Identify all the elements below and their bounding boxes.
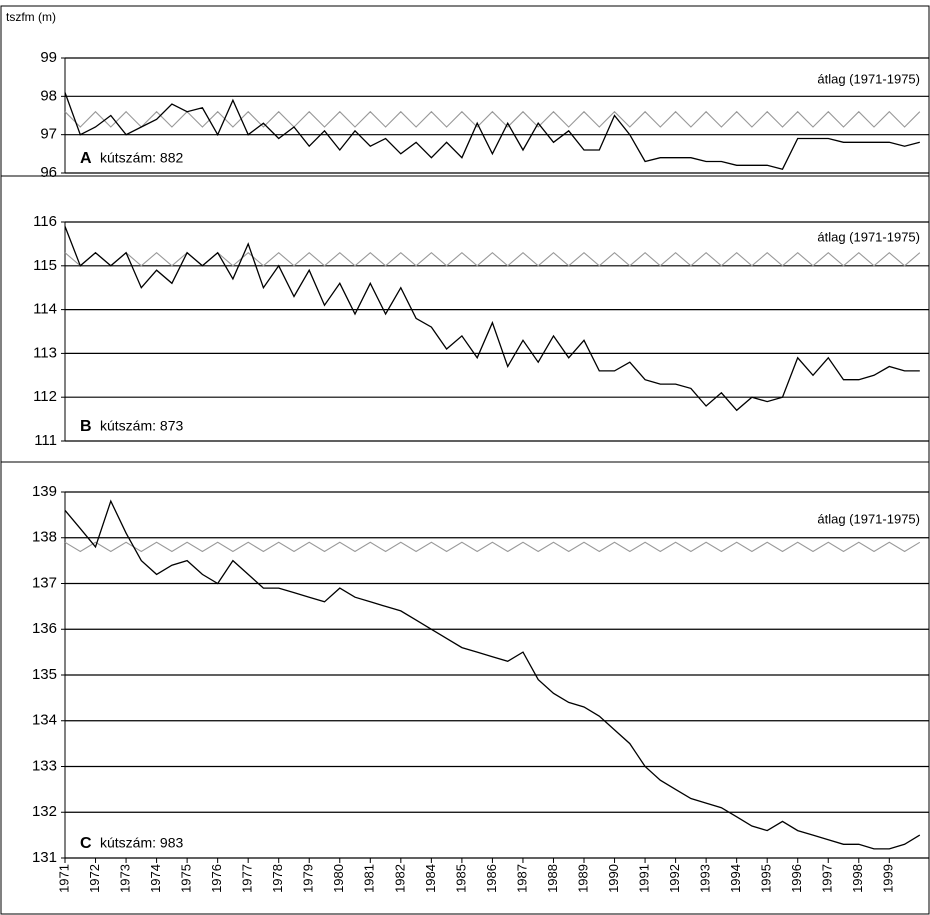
x-tick-label: 1990: [606, 864, 621, 893]
y-tick-label: 115: [33, 257, 57, 274]
y-tick-label: 113: [33, 344, 57, 361]
y-tick-label: 114: [33, 301, 57, 318]
y-axis-label: tszfm (m): [6, 10, 56, 24]
x-tick-label: 1985: [453, 864, 468, 893]
x-tick-label: 1996: [789, 864, 804, 893]
y-tick-label: 139: [32, 483, 57, 500]
x-tick-label: 1989: [575, 864, 590, 893]
x-tick-label: 1975: [179, 864, 194, 893]
panel-label: A: [80, 150, 92, 167]
x-tick-label: 1998: [850, 864, 865, 893]
x-tick-label: 1982: [392, 864, 407, 893]
x-tick-label: 1980: [331, 864, 346, 893]
x-tick-label: 1994: [728, 864, 743, 893]
panel-label: B: [80, 418, 92, 435]
series-line: [64, 541, 921, 553]
panel-label: C: [80, 835, 92, 852]
y-tick-label: 136: [32, 620, 57, 637]
x-tick-label: 1971: [56, 864, 71, 893]
x-tick-label: 1999: [881, 864, 896, 893]
y-tick-label: 134: [32, 712, 57, 729]
x-tick-label: 1995: [759, 864, 774, 893]
y-tick-label: 135: [32, 666, 57, 683]
annotation: átlag (1971-1975): [817, 229, 920, 244]
x-tick-label: 1978: [270, 864, 285, 893]
x-tick-label: 1976: [209, 864, 224, 893]
series-line: [64, 110, 921, 128]
well-label: kútszám: 873: [100, 418, 183, 434]
x-tick-label: 1979: [301, 864, 316, 893]
x-tick-label: 1984: [423, 864, 438, 893]
y-tick-label: 138: [32, 529, 57, 546]
y-tick-label: 132: [32, 803, 57, 820]
x-tick-label: 1972: [87, 864, 102, 893]
series-line: [64, 499, 921, 850]
x-tick-label: 1987: [514, 864, 529, 893]
x-tick-label: 1993: [698, 864, 713, 893]
series-line: [64, 92, 920, 170]
well-label: kútszám: 882: [100, 150, 183, 166]
x-tick-label: 1991: [637, 864, 652, 893]
y-tick-label: 96: [40, 164, 57, 181]
y-tick-label: 99: [40, 49, 57, 66]
x-tick-label: 1981: [362, 864, 377, 893]
x-tick-label: 1977: [240, 864, 255, 893]
y-tick-label: 111: [34, 432, 57, 449]
x-tick-label: 1986: [484, 864, 499, 893]
x-tick-label: 1974: [148, 864, 163, 893]
x-tick-label: 1992: [667, 864, 682, 893]
annotation: átlag (1971-1975): [817, 511, 920, 526]
y-tick-label: 98: [40, 87, 57, 104]
x-tick-label: 1973: [117, 864, 132, 893]
annotation: átlag (1971-1975): [817, 71, 920, 86]
y-tick-label: 137: [32, 574, 57, 591]
y-tick-label: 116: [33, 213, 57, 230]
y-tick-label: 131: [32, 849, 57, 866]
y-tick-label: 97: [40, 126, 57, 143]
series-line: [64, 251, 921, 267]
panel-frame: [0, 461, 930, 915]
well-label: kútszám: 983: [100, 835, 183, 851]
x-tick-label: 1997: [820, 864, 835, 893]
y-tick-label: 112: [33, 388, 57, 405]
series-line: [64, 226, 920, 412]
x-tick-label: 1988: [545, 864, 560, 893]
y-tick-label: 133: [32, 757, 57, 774]
